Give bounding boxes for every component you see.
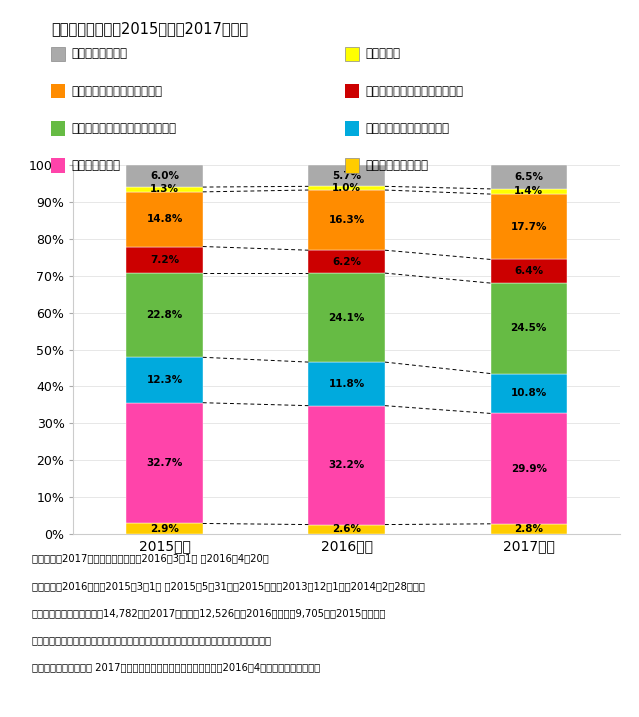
Text: 2.9%: 2.9% — [150, 524, 179, 534]
Text: 2.8%: 2.8% — [514, 524, 543, 534]
Text: 社会に貢献したい: 社会に貢献したい — [72, 47, 128, 60]
Bar — [127, 187, 203, 192]
Text: 5.7%: 5.7% — [332, 171, 361, 181]
Text: 2.6%: 2.6% — [332, 524, 361, 534]
Text: （注３）　『あなたの『就職観』に最も近いものはどれですか』の回答を使用している。: （注３） 『あなたの『就職観』に最も近いものはどれですか』の回答を使用している。 — [32, 635, 272, 645]
Text: 収入さえあればよい: 収入さえあればよい — [366, 159, 429, 172]
Text: 6.4%: 6.4% — [514, 266, 543, 276]
Text: （2016年卒は2015年3月1日 ～2015年5月31日、2015年卒は2013年12月1日～2014年2月28日）。: （2016年卒は2015年3月1日 ～2015年5月31日、2015年卒は201… — [32, 581, 425, 591]
Text: （注１）　2017年卒の調査時期は、2016年3月1日 ～2016年4月20日: （注１） 2017年卒の調査時期は、2016年3月1日 ～2016年4月20日 — [32, 554, 269, 564]
Bar — [491, 414, 567, 524]
Text: 12.3%: 12.3% — [146, 375, 183, 385]
Bar — [309, 190, 385, 250]
Text: 大学生の就職観（2015年卒～2017年卒）: 大学生の就職観（2015年卒～2017年卒） — [51, 22, 248, 37]
Text: 人のためになる仕事をしたい: 人のためになる仕事をしたい — [72, 85, 162, 98]
Bar — [491, 165, 567, 189]
Text: 6.0%: 6.0% — [150, 171, 179, 181]
Bar — [127, 523, 203, 534]
Text: 6.2%: 6.2% — [332, 257, 361, 267]
Text: （出所）　マイナビ「 2017年卒マイナビ大学生就職意識調査」（2016年4月）より大和総研作成: （出所） マイナビ「 2017年卒マイナビ大学生就職意識調査」（2016年4月）… — [32, 663, 320, 673]
Text: 24.1%: 24.1% — [328, 313, 365, 323]
Bar — [491, 194, 567, 260]
Text: 1.3%: 1.3% — [150, 184, 179, 194]
Text: 出世したい: 出世したい — [366, 47, 401, 60]
Bar — [491, 260, 567, 283]
Text: （注２）　有効回答数は、14,782件（2017年卒）、12,526件（2016年卒）、9,705件（2015年卒）。: （注２） 有効回答数は、14,782件（2017年卒）、12,526件（2016… — [32, 608, 387, 618]
Bar — [309, 273, 385, 362]
Bar — [491, 189, 567, 194]
Bar — [309, 186, 385, 190]
Text: 自分の夢のために働きたい: 自分の夢のために働きたい — [366, 122, 449, 135]
Bar — [309, 166, 385, 186]
Text: 16.3%: 16.3% — [328, 215, 365, 225]
Bar — [491, 524, 567, 534]
Bar — [127, 403, 203, 523]
Text: 楽しく働きたい: 楽しく働きたい — [72, 159, 121, 172]
Text: 10.8%: 10.8% — [511, 389, 547, 399]
Bar — [127, 247, 203, 273]
Bar — [491, 283, 567, 374]
Text: 22.8%: 22.8% — [146, 310, 183, 320]
Text: 7.2%: 7.2% — [150, 255, 179, 265]
Text: 29.9%: 29.9% — [511, 464, 547, 474]
Text: 11.8%: 11.8% — [328, 379, 365, 389]
Text: 17.7%: 17.7% — [511, 222, 547, 232]
Bar — [309, 250, 385, 273]
Text: 個人の生活と仕事を両立させたい: 個人の生活と仕事を両立させたい — [72, 122, 176, 135]
Text: 6.5%: 6.5% — [514, 172, 543, 182]
Bar — [127, 357, 203, 403]
Bar — [127, 192, 203, 247]
Bar — [309, 406, 385, 525]
Bar — [127, 165, 203, 187]
Bar — [127, 273, 203, 357]
Bar — [309, 362, 385, 406]
Text: 14.8%: 14.8% — [146, 214, 183, 224]
Bar — [309, 525, 385, 534]
Text: 1.4%: 1.4% — [514, 186, 543, 196]
Text: 32.7%: 32.7% — [146, 458, 183, 468]
Text: 24.5%: 24.5% — [511, 323, 547, 333]
Bar — [491, 374, 567, 414]
Text: プライドのもてる仕事をしたい: プライドのもてる仕事をしたい — [366, 85, 463, 98]
Text: 1.0%: 1.0% — [332, 183, 361, 193]
Text: 32.2%: 32.2% — [328, 460, 365, 470]
